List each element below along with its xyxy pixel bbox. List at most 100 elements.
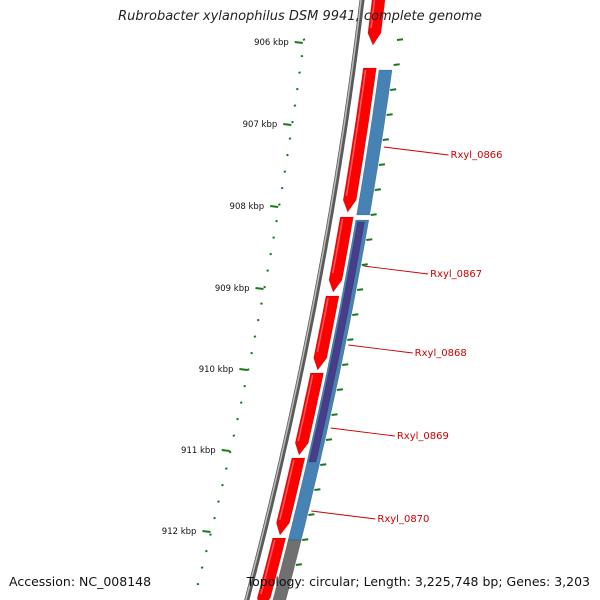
scale-label: 907 kbp <box>243 120 278 130</box>
scale-tick <box>266 269 270 272</box>
gene-label-leader <box>330 427 395 437</box>
gene-label: Rxyl_0866 <box>451 150 503 161</box>
scale-tick <box>228 450 232 454</box>
gene-band <box>356 69 393 216</box>
scale-tick <box>209 533 212 536</box>
scale-tick <box>224 467 228 470</box>
gene-label: Rxyl_0869 <box>397 431 449 442</box>
cds-arrow <box>328 216 354 293</box>
scale-label: 910 kbp <box>199 365 234 375</box>
scale-tick <box>352 313 359 316</box>
major-tick <box>221 449 230 452</box>
scale-tick <box>272 236 276 239</box>
scale-tick <box>260 302 263 305</box>
scale-tick <box>280 186 284 190</box>
scale-tick <box>374 188 382 191</box>
scale-tick <box>295 87 299 91</box>
scale-tick <box>263 285 266 289</box>
scale-ticks <box>196 38 404 586</box>
scale-label: 908 kbp <box>230 202 265 212</box>
major-tick <box>202 530 211 533</box>
genome-backbone <box>244 0 365 600</box>
gene-label-leader <box>348 344 413 354</box>
cds-arrow <box>342 67 377 213</box>
major-tick <box>270 205 279 208</box>
scale-tick <box>232 434 236 437</box>
scale-tick <box>221 483 224 487</box>
scale-tick <box>277 203 281 206</box>
scale-tick <box>288 137 292 140</box>
cds-arrow <box>294 372 324 456</box>
cds-arrow <box>313 295 340 371</box>
scale-tick <box>213 516 216 520</box>
scale-tick <box>256 318 260 322</box>
scale-tick <box>361 263 368 266</box>
cds-arrow <box>276 457 306 536</box>
accession-text: Accession: NC_008148 <box>9 574 152 589</box>
major-tick <box>239 368 248 371</box>
scale-tick <box>347 338 354 341</box>
cds-arrow <box>256 537 287 600</box>
scale-tick <box>243 384 247 388</box>
cds-arrow-shine <box>316 297 329 353</box>
gene-label: Rxyl_0868 <box>415 348 467 359</box>
major-tick <box>283 123 292 126</box>
gene-band-grey <box>272 539 302 600</box>
scale-tick <box>295 563 303 566</box>
scale-tick <box>331 413 338 416</box>
gene-label-leader <box>383 146 449 156</box>
scale-tick <box>314 488 321 491</box>
scale-tick <box>286 153 289 157</box>
scale-tick <box>204 549 208 553</box>
scale-tick <box>396 38 404 41</box>
scale-label: 912 kbp <box>162 527 197 537</box>
scale-tick <box>283 170 287 173</box>
scale-tick <box>390 88 397 91</box>
cds-arrow-shine <box>260 539 276 595</box>
cds-arrow-shine <box>297 374 314 442</box>
scale-tick <box>217 500 220 503</box>
scale-tick <box>246 368 250 371</box>
gene-label: Rxyl_0870 <box>377 514 429 525</box>
scale-tick <box>291 120 294 124</box>
scale-tick <box>302 538 309 541</box>
cds-arrow <box>367 0 386 46</box>
scale-tick <box>366 238 373 241</box>
major-tick <box>255 287 264 290</box>
scale-label: 911 kbp <box>181 446 216 456</box>
scale-label: 906 kbp <box>254 38 289 48</box>
gene-band-dark <box>308 221 365 463</box>
scale-tick <box>370 213 377 216</box>
scale-tick <box>253 335 257 338</box>
scale-tick <box>382 138 389 141</box>
backbone-highlight <box>245 0 362 600</box>
cds-arrow-shine <box>370 0 376 29</box>
scale-tick <box>308 513 315 516</box>
scale-tick <box>250 351 253 355</box>
scale-tick <box>275 219 278 223</box>
scale-tick <box>300 54 304 58</box>
scale-tick <box>393 63 400 66</box>
scale-tick <box>239 401 243 404</box>
scale-tick <box>269 252 273 256</box>
scale-tick <box>196 582 200 586</box>
gene-label-leader <box>363 265 429 275</box>
scale-tick <box>302 38 306 41</box>
scale-tick <box>298 71 301 74</box>
cds-arrow-shine <box>278 459 295 521</box>
gene-label-leader <box>311 510 376 520</box>
scale-tick <box>236 417 239 421</box>
figure-title: Rubrobacter xylanophilus DSM 9941, compl… <box>118 9 482 24</box>
scale-tick <box>356 288 364 291</box>
scale-label: 909 kbp <box>215 284 250 294</box>
scale-tick <box>386 113 393 116</box>
scale-tick <box>336 388 344 391</box>
scale-tick <box>320 463 327 466</box>
scale-tick <box>325 438 333 441</box>
scale-tick <box>293 104 297 107</box>
cds-arrow-shine <box>332 218 344 274</box>
cds-arrow-shine <box>345 69 367 197</box>
scale-tick <box>342 363 349 366</box>
